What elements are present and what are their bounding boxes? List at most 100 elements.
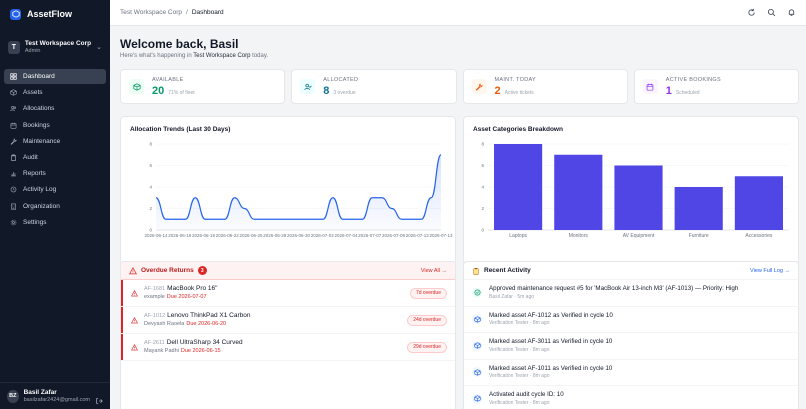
- allocation-trends-card: Allocation Trends (Last 30 Days) 0 2 4 6 8 20…: [120, 116, 456, 265]
- activity-meta: Basil Zafar · 5m ago: [489, 293, 535, 300]
- y-tick-label: 0: [481, 228, 484, 233]
- category-label: Laptops: [509, 233, 527, 239]
- y-tick-label: 8: [149, 142, 152, 147]
- stat-card-active-bookings[interactable]: Active Bookings 1 Scheduled: [633, 69, 799, 104]
- clipboard-icon: [9, 153, 17, 161]
- user-email: basilzafar2424@gmail.com: [23, 396, 90, 403]
- sidebar-item-allocations[interactable]: Allocations: [4, 101, 106, 116]
- sidebar-item-label: Audit: [23, 153, 38, 161]
- view-all-link[interactable]: View All →: [420, 267, 447, 274]
- y-tick-label: 4: [149, 185, 152, 190]
- workspace-role: Admin: [24, 47, 41, 54]
- sidebar-item-label: Reports: [23, 170, 46, 178]
- activity-title: Recent Activity: [484, 267, 531, 274]
- activity-list: Approved maintenance request #5 for 'Mac…: [464, 280, 798, 409]
- sidebar-item-dashboard[interactable]: Dashboard: [4, 69, 106, 84]
- user-name: Basil Zafar: [23, 388, 57, 396]
- y-tick-label: 6: [149, 163, 152, 168]
- logout-icon[interactable]: [95, 392, 103, 404]
- workspace-switcher[interactable]: T Test Workspace Corp Admin ⌄: [0, 36, 110, 58]
- sidebar: AssetFlow T Test Workspace Corp Admin ⌄ …: [0, 0, 110, 409]
- asset-categories-title: Asset Categories Breakdown: [473, 126, 563, 133]
- breadcrumb-workspace[interactable]: Test Workspace Corp: [120, 9, 183, 16]
- due-date: Due 2026-07-07: [166, 294, 207, 300]
- asset-name: MacBook Pro 16": [167, 285, 218, 293]
- box-icon: [472, 340, 482, 351]
- activity-text: Marked asset AF-3011 as Verified in cycl…: [489, 338, 613, 346]
- sidebar-item-label: Maintenance: [23, 137, 61, 145]
- activity-text: Activated audit cycle ID: 10: [489, 391, 564, 399]
- activity-item[interactable]: Marked asset AF-1012 as Verified in cycl…: [464, 307, 798, 333]
- activity-header: Recent Activity View Full Log →: [464, 262, 798, 280]
- x-tick-label: 2026-07-12: [406, 233, 430, 238]
- bar-monitors[interactable]: [554, 154, 603, 230]
- activity-item[interactable]: Marked asset AF-3011 as Verified in cycl…: [464, 333, 798, 360]
- search-icon[interactable]: [767, 8, 776, 17]
- overdue-header: Overdue Returns 3 View All →: [121, 262, 455, 280]
- y-tick-label: 2: [149, 206, 152, 211]
- x-tick-label: 2026-07-09: [382, 233, 406, 238]
- sidebar-item-assets[interactable]: Assets: [4, 85, 106, 100]
- wrench-icon: [9, 137, 17, 145]
- sidebar-item-label: Allocations: [23, 105, 55, 113]
- activity-text: Approved maintenance request #5 for 'Mac…: [489, 285, 739, 293]
- main-content: Welcome back, Basil Here's what's happen…: [110, 26, 806, 409]
- refresh-icon[interactable]: [747, 8, 756, 17]
- stat-label: Maint. Today: [494, 76, 536, 83]
- x-tick-label: 2026-07-04: [334, 233, 358, 238]
- sidebar-item-organization[interactable]: Organization: [4, 199, 106, 214]
- sidebar-item-audit[interactable]: Audit: [4, 150, 106, 165]
- sidebar-item-reports[interactable]: Reports: [4, 166, 106, 181]
- bell-icon[interactable]: [787, 8, 796, 17]
- category-label: Accessories: [745, 233, 772, 239]
- sidebar-item-label: Organization: [23, 202, 60, 210]
- sidebar-item-bookings[interactable]: Bookings: [4, 118, 106, 133]
- asset-categories-chart: 0 2 4 6 8 Laptops Monitors AV Equipment Furnitur…: [481, 142, 789, 239]
- activity-item[interactable]: Marked asset AF-1011 as Verified in cycl…: [464, 360, 798, 386]
- bar-furniture[interactable]: [674, 187, 723, 230]
- activity-item[interactable]: Activated audit cycle ID: 10 Verification…: [464, 386, 798, 409]
- user-profile[interactable]: BZ Basil Zafar basilzafar2424@gmail.com: [0, 382, 110, 409]
- x-tick-label: 2026-06-22: [216, 233, 240, 238]
- box-icon: [9, 89, 17, 97]
- stat-subtext: Active tickets: [504, 89, 534, 96]
- x-tick-label: 2026-06-14: [144, 233, 168, 238]
- sidebar-item-settings[interactable]: Settings: [4, 215, 106, 230]
- page-title: Welcome back, Basil: [120, 37, 239, 51]
- stat-card-allocated[interactable]: Allocated 8 3 overdue: [291, 69, 457, 104]
- brand[interactable]: AssetFlow: [0, 0, 110, 28]
- sidebar-item-label: Settings: [23, 218, 47, 226]
- sidebar-item-maintenance[interactable]: Maintenance: [4, 134, 106, 149]
- activity-meta: Verification Tester · 8m ago: [489, 346, 550, 353]
- bar-laptops[interactable]: [494, 144, 543, 230]
- activity-meta: Verification Tester · 8m ago: [489, 373, 550, 380]
- view-full-log-link[interactable]: View Full Log →: [750, 267, 790, 274]
- wrench-icon: [471, 79, 487, 94]
- calendar-icon: [9, 121, 17, 129]
- stat-card-available[interactable]: Available 20 71% of fleet: [120, 69, 286, 104]
- workspace-avatar: T: [8, 40, 20, 54]
- top-bar: Test Workspace Corp / Dashboard: [110, 0, 806, 26]
- stat-value: 8: [323, 84, 330, 97]
- user-check-icon: [300, 79, 316, 94]
- assignee-name: Devyash Raoela: [144, 321, 185, 327]
- workspace-name: Test Workspace Corp: [24, 40, 92, 48]
- overdue-item[interactable]: AF-2611 Dell UltraSharp 34 Curved Mayank P…: [121, 334, 455, 361]
- x-tick-label: 2026-06-19: [192, 233, 216, 238]
- overdue-item[interactable]: AF-1681 MacBook Pro 16" example Due 2026-07…: [121, 280, 455, 307]
- overdue-title: Overdue Returns: [141, 267, 194, 274]
- stat-card-maint-today[interactable]: Maint. Today 2 Active tickets: [462, 69, 628, 104]
- y-tick-label: 6: [481, 163, 484, 168]
- bar-av-equipment[interactable]: [614, 165, 663, 231]
- sidebar-item-activity-log[interactable]: Activity Log: [4, 182, 106, 197]
- stat-label: Active Bookings: [665, 76, 721, 83]
- overdue-item[interactable]: AF-1012 Lenovo ThinkPad X1 Carbon Devyash …: [121, 307, 455, 334]
- asset-tag: AF-1012: [144, 313, 166, 320]
- activity-item[interactable]: Approved maintenance request #5 for 'Mac…: [464, 280, 798, 307]
- box-icon: [472, 314, 482, 325]
- bar-accessories[interactable]: [734, 176, 783, 230]
- x-tick-label: 2026-06-16: [168, 233, 192, 238]
- breadcrumb: Test Workspace Corp / Dashboard: [120, 9, 224, 16]
- asset-name: Dell UltraSharp 34 Curved: [166, 339, 243, 347]
